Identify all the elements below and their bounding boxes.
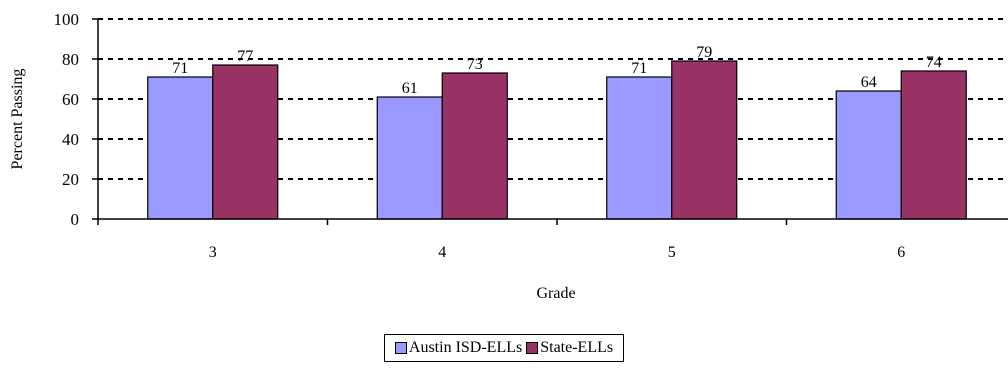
axes: 0 20 40 60 80 100 3 4 5 6 — [54, 10, 1008, 261]
x-tick-label: 5 — [668, 244, 676, 261]
data-label: 71 — [172, 60, 188, 77]
x-tick-label: 6 — [897, 244, 905, 261]
data-label: 79 — [696, 44, 712, 61]
bar-state — [671, 60, 738, 220]
bar-austin — [835, 90, 902, 220]
legend-swatch-austin — [394, 342, 407, 354]
bar-austin — [147, 76, 214, 220]
x-tick-label: 3 — [209, 244, 217, 261]
bars — [147, 60, 967, 220]
bar-state — [900, 70, 967, 220]
bar-state — [212, 64, 279, 220]
y-tick-label: 20 — [62, 170, 79, 189]
y-tick-label: 80 — [62, 50, 79, 69]
legend-swatch-state — [526, 342, 539, 354]
data-label: 74 — [926, 54, 942, 71]
data-label: 71 — [631, 60, 647, 77]
x-tick-label: 4 — [438, 244, 446, 261]
bar-austin — [376, 96, 443, 220]
data-label: 64 — [861, 74, 877, 91]
legend-label-austin: Austin ISD-ELLs — [408, 339, 523, 356]
y-tick-label: 100 — [54, 10, 80, 29]
x-axis-title: Grade — [536, 285, 575, 302]
data-label: 73 — [467, 56, 483, 73]
legend-item-state: State-ELLs — [526, 339, 613, 357]
y-tick-label: 60 — [62, 90, 79, 109]
bar-austin — [606, 76, 673, 220]
legend: Austin ISD-ELLs State-ELLs — [384, 334, 624, 362]
y-tick-label: 40 — [62, 130, 79, 149]
y-axis-title: Percent Passing — [9, 69, 26, 170]
legend-item-austin: Austin ISD-ELLs — [394, 339, 523, 357]
y-tick-label: 0 — [71, 210, 80, 229]
data-labels: 71 61 71 64 77 73 79 74 — [172, 44, 942, 97]
data-label: 61 — [402, 80, 418, 97]
data-label: 77 — [237, 48, 253, 65]
bar-state — [441, 72, 508, 220]
legend-label-state: State-ELLs — [540, 339, 614, 356]
